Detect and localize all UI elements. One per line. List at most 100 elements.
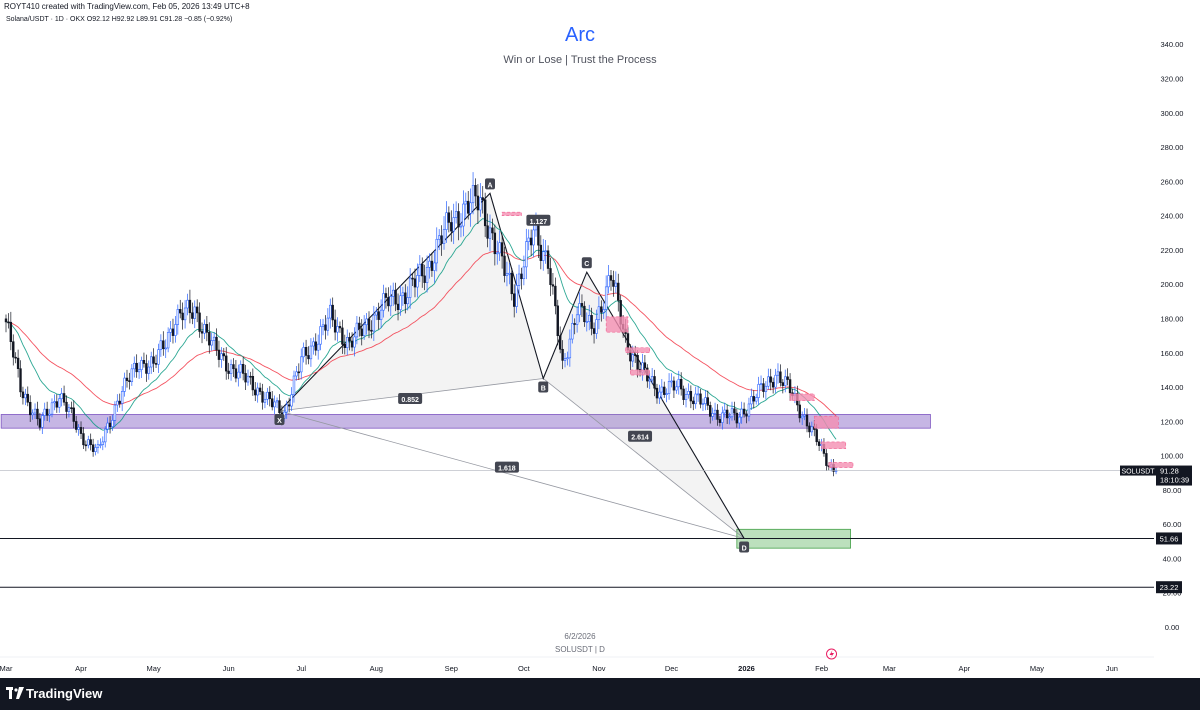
x-tick-label: Sep [445, 664, 458, 673]
y-tick-label: 120.00 [1161, 417, 1184, 426]
candle-body [229, 364, 233, 374]
candle-body [542, 251, 545, 261]
x-tick-label: May [147, 664, 161, 673]
candle-body [268, 391, 271, 400]
candle-body [750, 396, 753, 405]
candle-body [4, 318, 8, 323]
candle-body [70, 407, 73, 409]
candle-body [571, 323, 574, 340]
candle-body [36, 408, 39, 420]
candle-body [379, 309, 383, 320]
level-label-1: 23.22 [1160, 583, 1179, 592]
candle-body [118, 400, 121, 404]
candle-body [590, 315, 593, 329]
y-tick-label: 200.00 [1161, 280, 1184, 289]
candle-body [205, 324, 209, 333]
candle-body [447, 212, 451, 223]
ratio-label-2: 2.614 [631, 435, 649, 442]
candle-body [508, 272, 511, 275]
y-tick-label: 240.00 [1161, 212, 1184, 221]
candle-body [319, 326, 322, 345]
ratio-label-1: 1.618 [498, 466, 516, 473]
candle-body [575, 314, 579, 325]
candle-body [568, 338, 572, 359]
candle-body [546, 250, 550, 269]
candle-body [171, 328, 175, 336]
candle-body [372, 314, 376, 332]
pattern-point-a-label: A [487, 182, 492, 189]
candle-body [752, 396, 755, 402]
candle-body [428, 260, 431, 268]
candle-body [544, 250, 547, 253]
candle-body [534, 224, 538, 231]
candle-body [244, 373, 247, 383]
candle-body [450, 222, 453, 232]
candle-body [580, 303, 584, 307]
candle-body [251, 376, 255, 391]
y-tick-label: 300.00 [1161, 109, 1184, 118]
last-price-value: 91.28 [1160, 467, 1179, 476]
candle-body [24, 393, 27, 399]
candle-body [142, 360, 146, 364]
candle-body [430, 260, 434, 271]
candle-body [474, 185, 477, 197]
candle-body [147, 366, 150, 374]
candle-body [263, 398, 267, 403]
candle-body [435, 238, 438, 264]
candle-body [592, 328, 596, 334]
candle-body [479, 197, 482, 211]
candle-body [709, 405, 712, 417]
candle-body [270, 398, 274, 408]
candle-body [358, 322, 361, 330]
candle-body [106, 422, 109, 430]
candle-body [771, 381, 775, 388]
candle-body [416, 275, 419, 288]
candle-body [16, 357, 20, 369]
candle-body [733, 408, 736, 414]
candle-body [48, 413, 51, 416]
y-tick-label: 320.00 [1161, 75, 1184, 84]
candle-body [99, 444, 102, 446]
candle-body [249, 375, 252, 378]
candle-body [350, 340, 354, 348]
candle-body [759, 383, 763, 385]
candle-body [696, 393, 700, 396]
candle-body [512, 293, 516, 307]
candle-body [595, 319, 598, 334]
candle-body [510, 272, 513, 295]
candle-body [551, 284, 555, 287]
x-tick-label: Mar [883, 664, 896, 673]
candle-body [87, 439, 90, 446]
candle-body [452, 217, 455, 232]
x-tick-label: Feb [815, 664, 828, 673]
candle-body [101, 441, 105, 445]
candle-body [650, 376, 654, 381]
chart-area[interactable]: X A B C D 0.852 1.618 2.614 1.127 0.00 20.00 40.00 6… [0, 0, 1200, 678]
top-bar: ROYT410 created with TradingView.com, Fe… [0, 0, 1200, 14]
candle-body [764, 385, 768, 392]
candle-body [476, 195, 480, 211]
y-tick-label: 100.00 [1161, 452, 1184, 461]
candle-body [798, 404, 801, 419]
candle-body [462, 203, 465, 227]
candle-body [104, 428, 107, 443]
candle-body [309, 345, 313, 360]
price-axis-background [1154, 0, 1200, 678]
candle-body [738, 416, 741, 424]
candle-body [79, 427, 83, 434]
price-chart[interactable]: X A B C D 0.852 1.618 2.614 1.127 0.00 20.00 40.00 6… [0, 0, 1200, 678]
tradingview-brand: TradingView [26, 686, 103, 701]
candle-body [67, 407, 71, 412]
chart-title: Arc [565, 24, 595, 46]
candle-body [166, 332, 170, 349]
candle-body [377, 311, 380, 320]
footer-bar: TradingView [0, 678, 1200, 710]
candle-body [273, 401, 276, 408]
candle-body [346, 337, 349, 348]
candle-body [617, 282, 620, 301]
x-tick-label: Nov [592, 664, 606, 673]
x-tick-label: Apr [75, 664, 87, 673]
candle-body [241, 364, 245, 374]
supply-block [789, 393, 815, 402]
ohlc-legend[interactable]: Solana/USDT · 1D · OKX O92.12 H92.92 L89… [6, 16, 233, 23]
